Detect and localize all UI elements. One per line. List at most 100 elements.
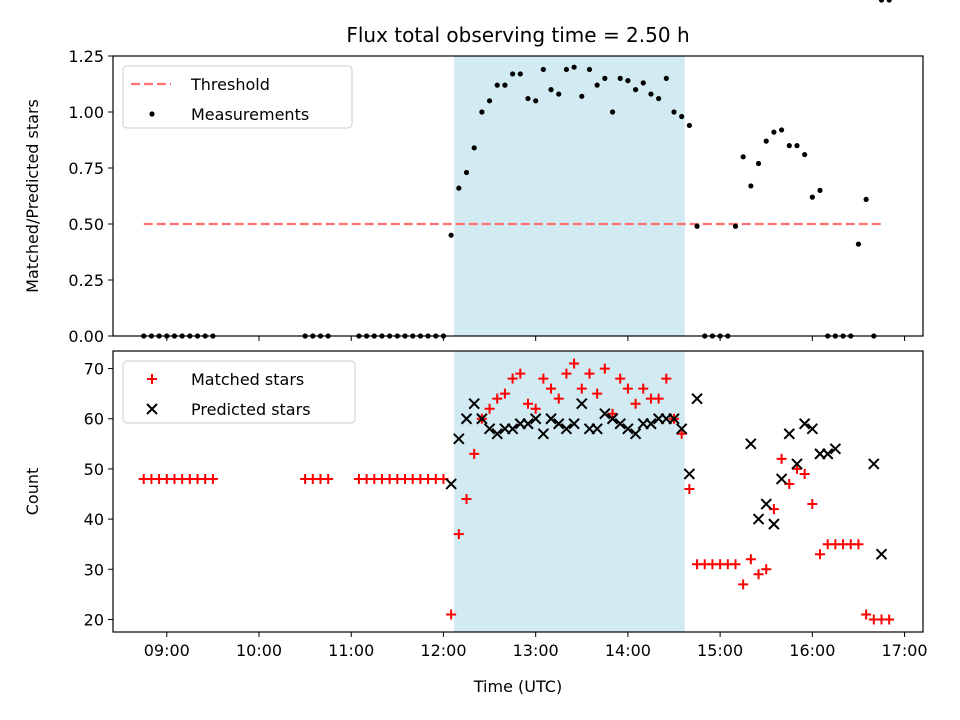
- data-point: [553, 418, 565, 430]
- y-tick-label: 0.00: [68, 327, 104, 346]
- data-point: [632, 87, 639, 93]
- data-point: [479, 109, 485, 115]
- y-tick-label: 40: [84, 510, 104, 529]
- data-point: [807, 499, 818, 510]
- data-point: [448, 232, 454, 238]
- legend-label: Measurements: [191, 105, 309, 124]
- data-point: [821, 448, 834, 460]
- data-point: [752, 513, 765, 525]
- y-tick-label: 60: [84, 410, 104, 429]
- data-point: [861, 609, 872, 620]
- data-point: [778, 127, 785, 133]
- data-point: [615, 373, 626, 384]
- data-point: [679, 113, 685, 120]
- data-point: [506, 423, 519, 435]
- chart-title: Flux total observing time = 2.50 h: [346, 23, 689, 47]
- data-point: [630, 398, 641, 409]
- data-point: [648, 91, 654, 97]
- data-point: [468, 397, 480, 410]
- data-point: [556, 91, 562, 97]
- data-point: [661, 373, 672, 384]
- data-point: [499, 388, 510, 399]
- data-point: [686, 122, 692, 129]
- data-point: [617, 75, 623, 81]
- series-matched-stars: [138, 358, 895, 625]
- data-point: [886, 0, 892, 3]
- data-point: [537, 428, 550, 440]
- data-point: [671, 109, 677, 115]
- data-point: [510, 71, 516, 77]
- data-point: [829, 443, 842, 455]
- data-point: [761, 564, 772, 575]
- data-point: [453, 529, 464, 540]
- data-point: [576, 397, 588, 410]
- data-point: [563, 66, 570, 73]
- y-tick-label: 0.50: [68, 215, 104, 234]
- data-point: [586, 66, 593, 73]
- y-tick-label: 50: [84, 460, 104, 479]
- data-point: [525, 95, 531, 102]
- x-tick-label: 16:00: [789, 641, 835, 660]
- data-point: [446, 609, 457, 620]
- data-point: [663, 75, 669, 81]
- data-point: [763, 138, 769, 144]
- data-point: [653, 393, 664, 404]
- legend-swatch: [147, 374, 157, 384]
- y-axis-label: Matched/Predicted stars: [23, 99, 42, 293]
- data-point: [548, 87, 554, 93]
- x-tick-label: 11:00: [328, 641, 374, 660]
- x-tick-label: 17:00: [882, 641, 928, 660]
- data-point: [494, 82, 500, 88]
- data-point: [463, 169, 470, 176]
- data-point: [469, 448, 480, 459]
- x-tick-label: 14:00: [605, 641, 651, 660]
- data-point: [775, 473, 788, 485]
- panel-ratio: 0.00 0.25 0.50 0.75 1.00 1.25 Matched/Predicte…: [23, 0, 924, 346]
- data-point: [863, 196, 869, 202]
- y-axis-label: Count: [23, 468, 42, 516]
- data-point: [625, 78, 631, 84]
- plot-frame: [112, 350, 924, 633]
- data-point: [553, 393, 564, 404]
- data-point: [799, 468, 810, 479]
- data-point: [783, 428, 795, 440]
- legend-box: [122, 65, 353, 129]
- data-point: [753, 569, 764, 580]
- data-point: [878, 0, 885, 3]
- data-point: [817, 187, 823, 193]
- y-tick-label: 70: [84, 360, 104, 379]
- data-point: [545, 413, 557, 425]
- data-point: [760, 498, 772, 510]
- data-point: [522, 398, 533, 409]
- data-point: [456, 185, 462, 191]
- data-point: [868, 458, 880, 470]
- data-point: [584, 368, 595, 379]
- data-point: [540, 66, 546, 73]
- data-point: [656, 95, 662, 102]
- data-point: [884, 614, 895, 625]
- data-point: [461, 494, 472, 505]
- data-point: [576, 383, 587, 394]
- data-point: [622, 423, 634, 435]
- data-point: [755, 160, 762, 167]
- data-point: [529, 413, 542, 425]
- x-tick-label: 09:00: [144, 641, 190, 660]
- data-point: [740, 154, 746, 160]
- shaded-window: [454, 56, 685, 336]
- x-tick-label: 13:00: [513, 641, 559, 660]
- data-point: [794, 143, 800, 149]
- data-point: [538, 373, 549, 384]
- data-point: [855, 241, 862, 247]
- data-point: [560, 423, 573, 435]
- data-point: [471, 145, 477, 151]
- data-point: [515, 368, 526, 379]
- data-point: [675, 423, 688, 435]
- data-point: [533, 98, 539, 104]
- y-tick-label: 1.00: [68, 103, 104, 122]
- data-point: [483, 423, 496, 435]
- data-point: [638, 383, 649, 394]
- data-point: [802, 151, 808, 158]
- data-point: [484, 403, 495, 414]
- data-point: [786, 143, 792, 149]
